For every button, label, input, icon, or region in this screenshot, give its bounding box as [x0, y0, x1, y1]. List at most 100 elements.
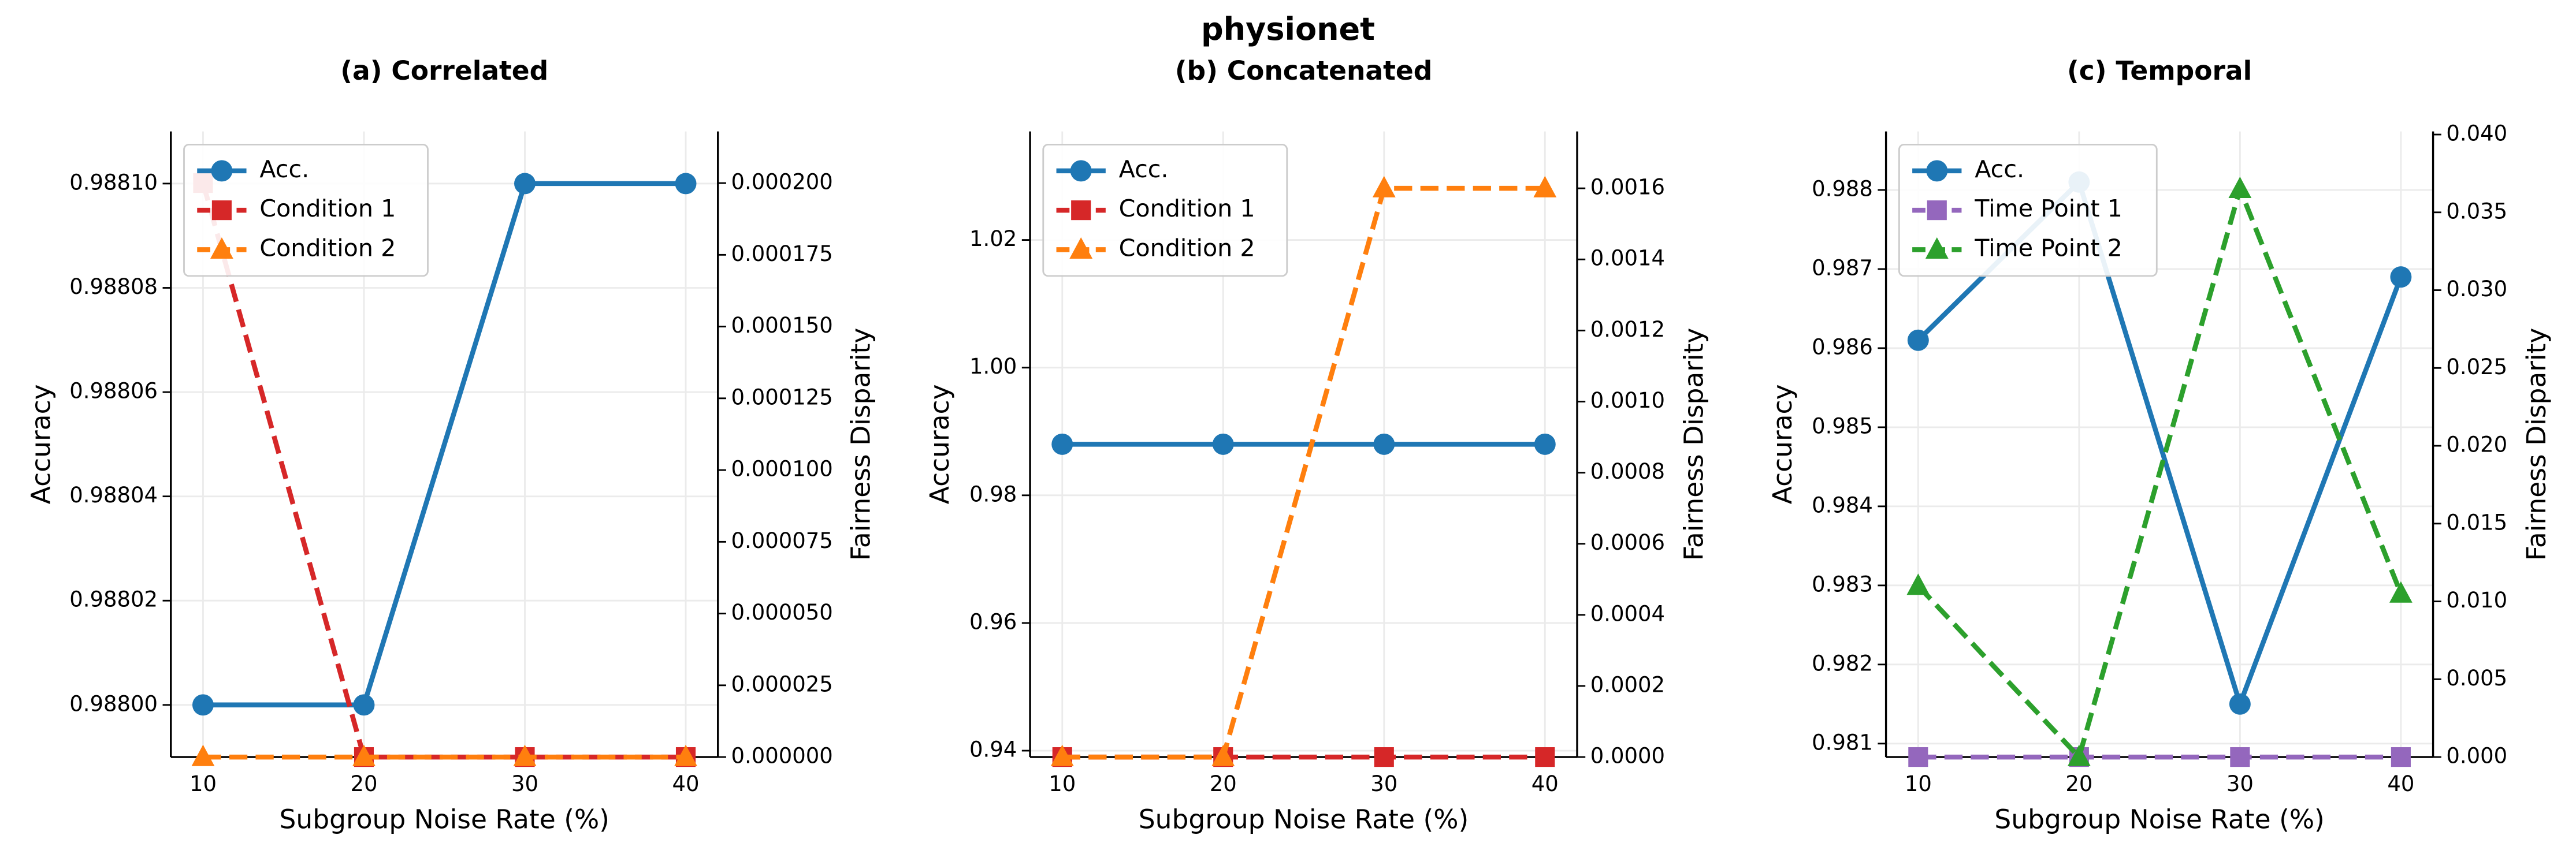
y-tick-label: 0.98802: [69, 587, 158, 612]
marker: [2390, 266, 2412, 288]
marker: [1534, 433, 1556, 455]
y2-tick-label: 0.040: [2446, 121, 2507, 146]
y-tick-label: 0.981: [1812, 730, 1873, 755]
subplot-title: (a) Correlated: [340, 55, 548, 86]
marker: [211, 200, 232, 221]
x-tick-label: 40: [1532, 771, 1559, 796]
marker: [2228, 177, 2252, 198]
marker: [1908, 747, 1928, 767]
x-tick-label: 10: [189, 771, 217, 796]
figure-title: physionet: [1201, 11, 1375, 47]
marker: [1071, 200, 1091, 221]
subplot-title: (c) Temporal: [2067, 55, 2252, 86]
x-tick-label: 30: [2226, 771, 2254, 796]
y2-tick-label: 0.0006: [1590, 530, 1665, 555]
y-tick-label: 0.98800: [69, 691, 158, 716]
x-axis-label: Subgroup Noise Rate (%): [1139, 804, 1469, 835]
marker: [1927, 200, 1947, 221]
legend: Acc. Condition 1 Condition 2: [183, 143, 429, 277]
y-axis-label: Accuracy: [924, 384, 955, 504]
x-tick-label: 20: [1210, 771, 1237, 796]
y2-tick-label: 0.030: [2446, 277, 2507, 301]
x-axis-label: Subgroup Noise Rate (%): [280, 804, 609, 835]
y2-tick-label: 0.000125: [731, 385, 832, 409]
marker: [211, 160, 233, 182]
x-tick-label: 10: [1049, 771, 1076, 796]
marker: [2230, 747, 2250, 767]
y2-tick-label: 0.005: [2446, 666, 2507, 691]
y2-tick-label: 0.025: [2446, 355, 2507, 379]
marker: [1906, 573, 1930, 595]
y2-tick-label: 0.000025: [731, 672, 832, 696]
marker: [1907, 329, 1929, 351]
y2-tick-label: 0.000075: [731, 528, 832, 553]
y-tick-label: 0.98: [969, 482, 1017, 506]
legend-box: [183, 143, 429, 277]
y2-tick-label: 0.020: [2446, 432, 2507, 457]
marker: [353, 694, 375, 716]
y2-tick-label: 0.015: [2446, 510, 2507, 535]
y2-tick-label: 0.000200: [731, 170, 832, 195]
y2-tick-label: 0.010: [2446, 588, 2507, 613]
y2-tick-label: 0.000100: [731, 457, 832, 482]
x-tick-label: 20: [2065, 771, 2092, 796]
marker: [1069, 237, 1093, 259]
y-tick-label: 0.985: [1812, 413, 1873, 438]
marker: [1535, 747, 1555, 767]
marker: [1212, 433, 1234, 455]
x-tick-label: 30: [1370, 771, 1397, 796]
y-tick-label: 0.96: [969, 609, 1017, 634]
marker: [1374, 747, 1394, 767]
y-tick-label: 0.983: [1812, 572, 1873, 596]
y2-tick-label: 0.0016: [1590, 175, 1665, 200]
series-line: [200, 182, 686, 760]
marker: [352, 744, 376, 766]
marker: [513, 744, 537, 766]
subplot-title: (b) Concatenated: [1175, 55, 1433, 86]
marker: [1070, 160, 1092, 182]
y2-tick-label: 0.035: [2446, 199, 2507, 223]
y-tick-label: 0.986: [1812, 334, 1873, 359]
legend-label: Acc.: [1119, 155, 1169, 183]
marker: [674, 744, 697, 766]
y2-tick-label: 0.000150: [731, 313, 832, 338]
y-tick-label: 0.98810: [69, 170, 158, 195]
y-tick-label: 0.987: [1812, 255, 1873, 280]
y-tick-label: 0.982: [1812, 651, 1873, 676]
y-tick-label: 1.02: [969, 226, 1017, 251]
legend-label: Condition 1: [259, 195, 396, 222]
legend-label: Condition 2: [259, 234, 396, 262]
legend: Acc. Condition 1 Condition 2: [1042, 143, 1288, 277]
y-axis-label: Accuracy: [25, 384, 56, 504]
marker: [2389, 581, 2413, 603]
marker: [2067, 744, 2091, 766]
marker: [1926, 160, 1948, 182]
x-tick-label: 40: [672, 771, 699, 796]
x-tick-label: 40: [2387, 771, 2414, 796]
y2-tick-label: 0.000: [2446, 744, 2507, 769]
y-axis-label: Accuracy: [1767, 384, 1798, 504]
subplot: (a) Correlated 10 20 30 40 Subgroup Noise Rat…: [25, 55, 876, 835]
y2-tick-label: 0.0000: [1590, 744, 1665, 769]
y2-tick-label: 0.000000: [731, 744, 832, 769]
y-tick-label: 0.988: [1812, 176, 1873, 201]
y-tick-label: 0.98806: [69, 379, 158, 404]
y2-tick-label: 0.0014: [1590, 246, 1665, 271]
legend-box: [1042, 143, 1288, 277]
y2-tick-label: 0.0012: [1590, 317, 1665, 342]
series-line: [203, 181, 686, 708]
y-tick-label: 0.984: [1812, 493, 1873, 517]
x-axis-label: Subgroup Noise Rate (%): [1994, 804, 2324, 835]
marker: [1533, 176, 1557, 197]
series-line: [1916, 181, 2403, 762]
marker: [675, 173, 697, 195]
x-tick-label: 10: [1905, 771, 1932, 796]
y2-tick-label: 0.000175: [731, 241, 832, 266]
series-line: [1062, 185, 1545, 760]
legend-label: Acc.: [259, 155, 309, 183]
y-tick-label: 0.98804: [69, 483, 158, 508]
legend-label: Time Point 2: [1974, 234, 2122, 262]
legend-label: Acc.: [1975, 155, 2024, 183]
x-tick-label: 30: [511, 771, 538, 796]
